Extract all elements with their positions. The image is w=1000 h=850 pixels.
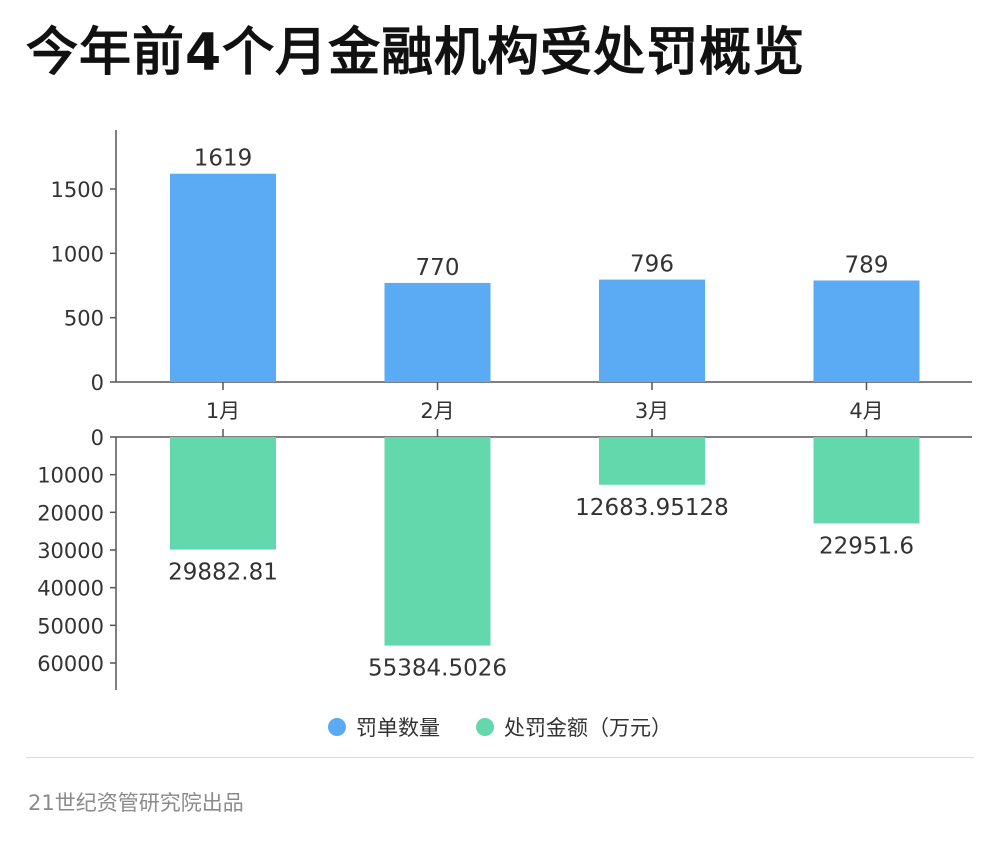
data-label-count-2: 796	[630, 252, 674, 278]
chart: 0 500 1000 1500 0 10000 20000 30000 40000 50000 60…	[37, 130, 972, 690]
y-tick-label-bottom-1: 10000	[37, 464, 104, 488]
category-label-0: 1月	[206, 399, 240, 423]
data-label-count-3: 789	[845, 252, 889, 278]
legend-dot-amount	[476, 718, 494, 736]
footer-divider	[26, 757, 974, 758]
bar-amount-3	[813, 437, 920, 524]
bar-amount-1	[384, 437, 491, 646]
bar-amount-0	[170, 437, 276, 550]
y-tick-label-bottom-3: 30000	[37, 539, 104, 563]
y-tick-label-top-2: 1000	[51, 242, 104, 266]
y-tick-label-bottom-0: 0	[91, 426, 104, 450]
bar-count-0	[170, 173, 276, 382]
category-label-2: 3月	[635, 399, 669, 423]
legend-label-amount: 处罚金额（万元）	[504, 716, 672, 740]
bar-count-1	[384, 282, 491, 382]
data-label-amount-2: 12683.95128	[575, 495, 729, 521]
legend-item-amount[interactable]: 处罚金额（万元）	[476, 712, 672, 742]
y-tick-label-bottom-5: 50000	[37, 614, 104, 638]
legend-dot-count	[328, 718, 346, 736]
y-tick-label-bottom-4: 40000	[37, 577, 104, 601]
bar-count-2	[599, 279, 705, 382]
category-label-1: 2月	[420, 399, 454, 423]
data-label-count-0: 1619	[194, 146, 253, 172]
bar-amount-2	[599, 437, 705, 485]
bar-count-3	[813, 280, 920, 382]
data-label-amount-1: 55384.5026	[368, 656, 507, 682]
data-label-amount-3: 22951.6	[819, 533, 914, 559]
legend-label-count: 罚单数量	[356, 716, 440, 740]
y-tick-label-top-0: 0	[91, 371, 104, 395]
chart-title: 今年前4个月金融机构受处罚概览	[26, 23, 806, 83]
y-tick-label-top-3: 1500	[51, 178, 104, 202]
data-label-amount-0: 29882.81	[168, 560, 278, 586]
y-tick-label-bottom-6: 60000	[37, 652, 104, 676]
category-label-3: 4月	[849, 399, 883, 423]
data-label-count-1: 770	[416, 255, 460, 281]
legend: 罚单数量 处罚金额（万元）	[0, 712, 1000, 742]
y-tick-label-bottom-2: 20000	[37, 501, 104, 525]
footer-credit: 21世纪资管研究院出品	[28, 791, 244, 815]
legend-item-count[interactable]: 罚单数量	[328, 712, 440, 742]
y-tick-label-top-1: 500	[64, 307, 104, 331]
